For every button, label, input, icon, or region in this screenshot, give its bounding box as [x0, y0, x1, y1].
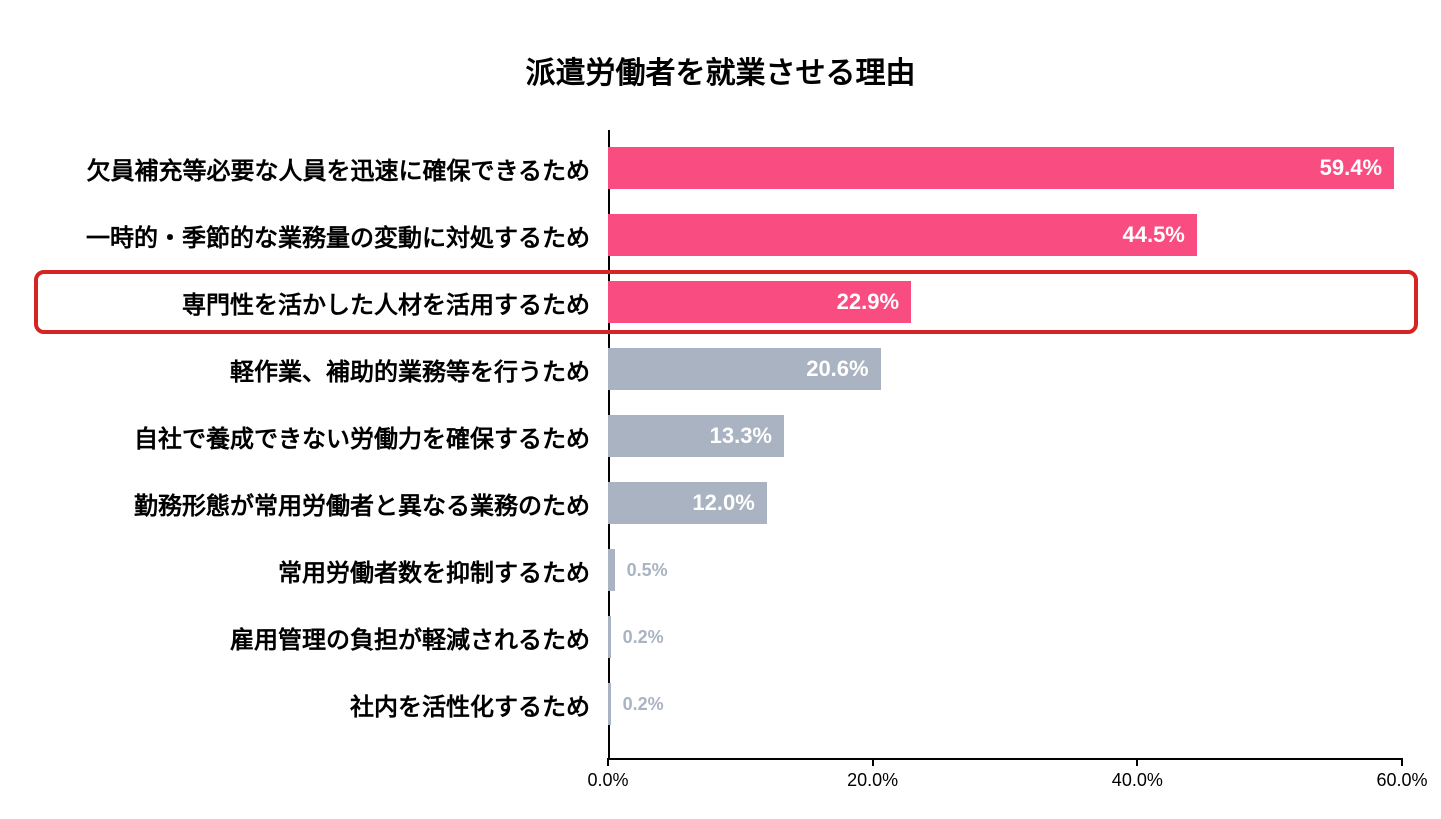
bar-category-label: 雇用管理の負担が軽減されるため	[230, 616, 590, 658]
bar-category-label: 勤務形態が常用労働者と異なる業務のため	[134, 482, 590, 524]
bar-category-label: 欠員補充等必要な人員を迅速に確保できるため	[86, 147, 590, 189]
x-axis-tick	[872, 758, 874, 766]
bar-value-label: 13.3%	[608, 415, 784, 457]
bar-value-label: 44.5%	[608, 214, 1197, 256]
bar-category-label: 専門性を活かした人材を活用するため	[182, 281, 590, 323]
chart-title: 派遣労働者を就業させる理由	[0, 48, 1441, 92]
bar-value-label: 59.4%	[608, 147, 1394, 189]
bar-category-label: 常用労働者数を抑制するため	[278, 549, 590, 591]
x-axis-tick-label: 20.0%	[847, 770, 898, 791]
bar-value-label: 0.2%	[611, 616, 664, 658]
chart-plot-area: 0.0%20.0%40.0%60.0%欠員補充等必要な人員を迅速に確保できるため…	[608, 130, 1402, 758]
bar	[608, 549, 615, 591]
x-axis-tick	[607, 758, 609, 766]
x-axis	[608, 758, 1402, 760]
bar-category-label: 一時的・季節的な業務量の変動に対処するため	[86, 214, 590, 256]
bar-category-label: 軽作業、補助的業務等を行うため	[230, 348, 590, 390]
x-axis-tick-label: 60.0%	[1376, 770, 1427, 791]
bar-category-label: 社内を活性化するため	[350, 683, 590, 725]
bar-value-label: 20.6%	[608, 348, 881, 390]
x-axis-tick	[1136, 758, 1138, 766]
x-axis-tick-label: 0.0%	[587, 770, 628, 791]
bar-value-label: 22.9%	[608, 281, 911, 323]
bar-value-label: 0.2%	[611, 683, 664, 725]
x-axis-tick-label: 40.0%	[1112, 770, 1163, 791]
bar-category-label: 自社で養成できない労働力を確保するため	[134, 415, 590, 457]
bar-value-label: 12.0%	[608, 482, 767, 524]
bar-value-label: 0.5%	[615, 549, 668, 591]
x-axis-tick	[1401, 758, 1403, 766]
